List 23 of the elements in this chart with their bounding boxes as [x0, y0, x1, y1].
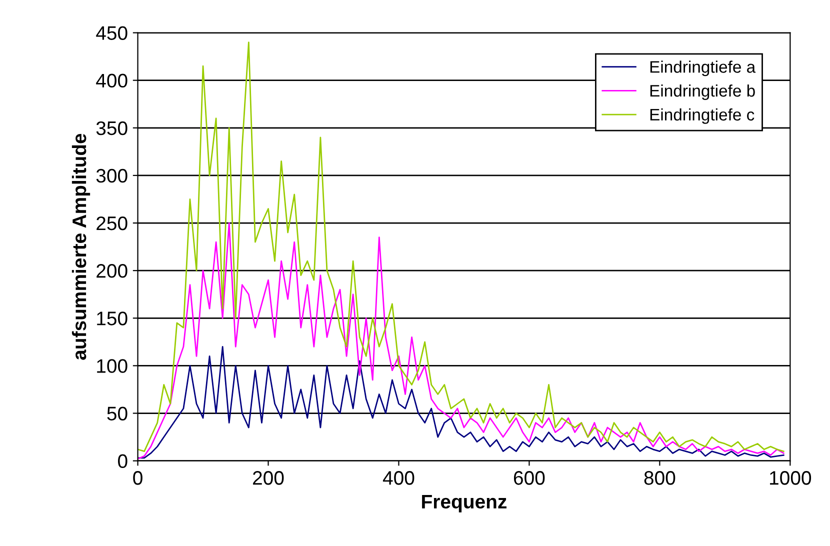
line-series — [138, 222, 784, 460]
y-tick-label: 200 — [96, 264, 128, 278]
y-tick-label: 150 — [97, 312, 128, 326]
legend-label: Eindringtiefe b — [650, 84, 755, 100]
x-tick-label: 1000 — [770, 471, 812, 485]
y-tick-label: 50 — [107, 406, 128, 420]
x-tick-label: 200 — [253, 471, 284, 485]
y-tick-label: 450 — [96, 26, 128, 40]
x-tick-label: 0 — [133, 471, 142, 485]
legend-label: Eindringtiefe c — [650, 108, 754, 124]
y-tick-label: 0 — [118, 454, 128, 468]
x-tick-label: 400 — [382, 471, 414, 485]
legend-label: Eindringtiefe a — [650, 60, 756, 76]
y-tick-label: 100 — [97, 359, 128, 373]
y-axis-title: aufsummierte Amplitude — [72, 134, 90, 360]
x-tick-label: 600 — [514, 471, 545, 485]
y-tick-label: 400 — [96, 74, 128, 88]
x-tick-label: 800 — [644, 471, 676, 485]
y-tick-label: 300 — [96, 168, 128, 183]
line-series — [138, 42, 784, 452]
y-tick-label: 350 — [96, 121, 128, 136]
y-tick-label: 250 — [96, 216, 128, 230]
x-axis-title: Frequenz — [422, 494, 506, 512]
